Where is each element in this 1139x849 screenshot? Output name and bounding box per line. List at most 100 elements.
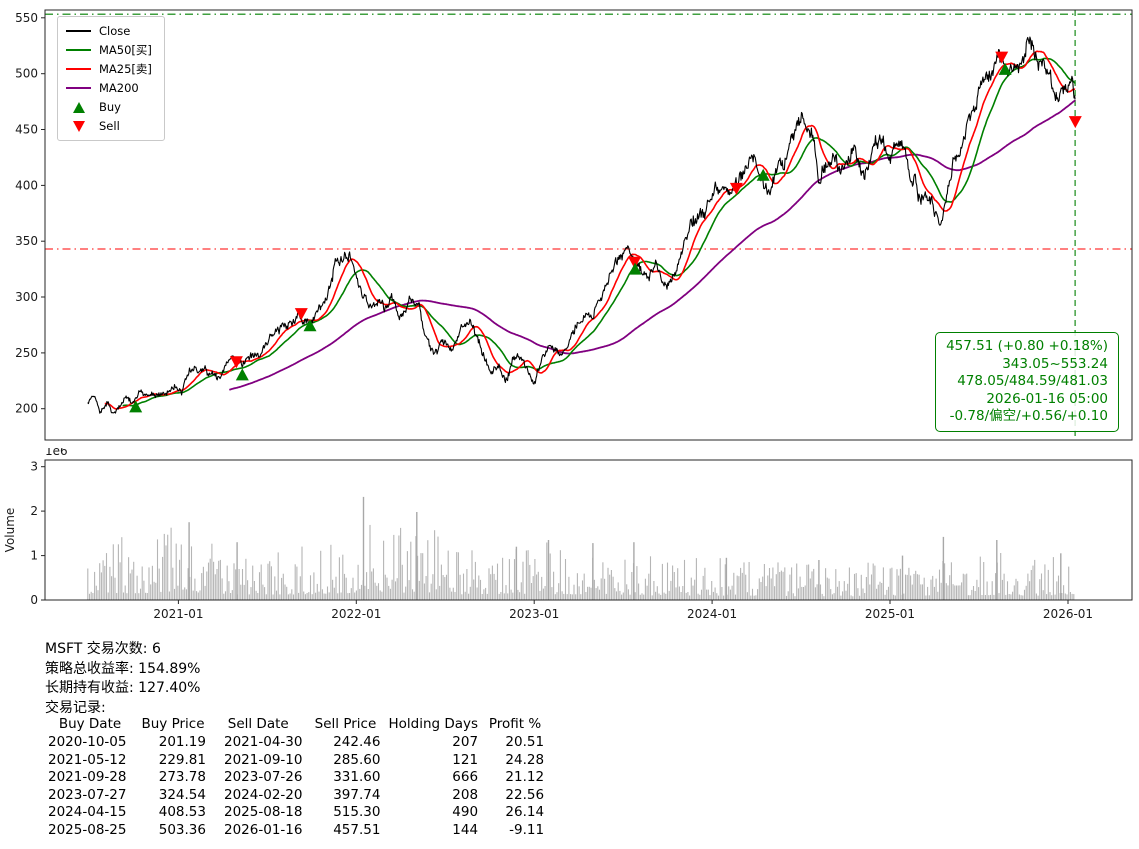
ma25-line xyxy=(104,50,1076,410)
trade-cell: 207 xyxy=(452,734,479,750)
volume-plot-border xyxy=(44,459,1133,601)
legend-item-ma50: MA50[买] xyxy=(66,43,152,57)
trade-cell: 2025-08-25 xyxy=(48,821,127,838)
trades-table: Buy Date Buy Price Sell Date Sell Price Hold… xyxy=(44,716,548,840)
legend-label: Buy xyxy=(99,100,121,114)
trade-cell: 208 xyxy=(452,786,479,803)
buy-marker xyxy=(998,62,1012,75)
trades-col-header: Profit % xyxy=(488,716,542,732)
buy-marker xyxy=(235,368,249,381)
trade-cell: 490 xyxy=(452,804,479,821)
sell-marker xyxy=(1068,116,1082,129)
buy-triangle-icon xyxy=(66,101,91,113)
trade-cell: 2021-09-28 xyxy=(48,769,127,786)
trade-cell: 2021-09-10 xyxy=(224,751,303,768)
trade-cell: 285.60 xyxy=(333,751,381,768)
trade-cell: 201.19 xyxy=(158,734,206,750)
annotation-line: -0.78/偏空/+0.56/+0.10 xyxy=(949,408,1108,425)
trade-cell: 397.74 xyxy=(333,786,381,803)
legend-label: MA50[买] xyxy=(99,43,152,57)
close-line xyxy=(87,36,1076,414)
trade-cell: 2021-05-12 xyxy=(48,751,127,768)
legend-label: MA25[卖] xyxy=(99,62,152,76)
legend-line-sample-icon xyxy=(66,30,91,32)
trade-cell: 2024-04-15 xyxy=(48,804,127,821)
legend-line-sample-icon xyxy=(66,49,91,51)
trade-cell: 24.28 xyxy=(505,751,545,768)
legend-label: Close xyxy=(99,24,131,38)
stats-line-hold-return: 长期持有收益: 127.40% xyxy=(45,680,201,696)
stats-line-trades-title: 交易记录: xyxy=(45,699,106,716)
trade-cell: 20.51 xyxy=(505,734,545,750)
strategy-stats: MSFT 交易次数: 6 策略总收益率: 154.89% 长期持有收益: 127… xyxy=(45,640,200,718)
price-chart: 200 250 300 350 400 450 500 550 xyxy=(15,9,1133,441)
volume-y-tick-label: 3 xyxy=(30,460,38,474)
volume-chart: 0 1 2 3 2021-01 2022-01 2023-01 2024-01 2025-01 2… xyxy=(3,448,1133,621)
legend-label: MA200 xyxy=(99,81,139,95)
x-tick-label: 2023-01 xyxy=(509,607,559,621)
trade-cell: 22.56 xyxy=(505,786,545,803)
volume-scale-label: 1e6 xyxy=(45,448,68,458)
trade-cell: 2026-01-16 xyxy=(224,821,303,838)
legend-line-sample-icon xyxy=(66,68,91,70)
annotation-line: 457.51 (+0.80 +0.18%) xyxy=(946,338,1108,354)
legend-line-sample-icon xyxy=(66,87,91,89)
trade-cell: 26.14 xyxy=(505,804,545,821)
x-tick-label: 2021-01 xyxy=(153,607,203,621)
y-tick-label: 200 xyxy=(15,402,38,416)
trade-cell: 229.81 xyxy=(158,751,206,768)
trade-cell: 408.53 xyxy=(158,804,206,821)
trade-cell: 144 xyxy=(452,821,479,838)
annotation-line: 2026-01-16 05:00 xyxy=(986,390,1108,407)
volume-axis-label: Volume xyxy=(3,508,17,553)
trade-cell: 2024-02-20 xyxy=(224,786,303,803)
trade-row: 2020-10-05 201.19 2021-04-30 242.46 207 20.51 xyxy=(44,734,548,752)
x-tick-label: 2022-01 xyxy=(331,607,381,621)
trade-cell: 324.54 xyxy=(158,786,206,803)
trades-col-header: Sell Price xyxy=(314,716,377,732)
buy-marker xyxy=(303,319,317,332)
trade-cell: 2025-08-18 xyxy=(224,804,303,821)
trade-cell: -9.11 xyxy=(509,821,545,838)
trades-header-row: Buy Date Buy Price Sell Date Sell Price Hold… xyxy=(44,716,548,734)
sell-marker xyxy=(294,308,308,321)
sell-marker xyxy=(628,256,642,269)
buy-marker xyxy=(628,262,642,275)
trades-col-header: Buy Price xyxy=(141,716,205,732)
trade-cell: 2020-10-05 xyxy=(48,734,127,750)
trade-cell: 242.46 xyxy=(333,734,381,750)
x-tick-label: 2024-01 xyxy=(687,607,737,621)
trades-col-header: Buy Date xyxy=(58,716,122,732)
chart-legend: Close MA50[买] MA25[卖] MA200 Buy Sell xyxy=(57,16,165,141)
sell-marker xyxy=(229,356,243,369)
trade-cell: 121 xyxy=(452,751,479,768)
trade-cell: 457.51 xyxy=(333,821,381,838)
x-tick-label: 2026-01 xyxy=(1043,607,1093,621)
volume-y-tick-label: 0 xyxy=(30,593,38,607)
trade-row: 2021-05-12 229.81 2021-09-10 285.60 121 24.28 xyxy=(44,752,548,770)
stats-line-strategy-return: 策略总收益率: 154.89% xyxy=(45,660,201,677)
price-plot-border xyxy=(44,9,1133,441)
legend-item-ma25: MA25[卖] xyxy=(66,62,152,76)
trade-row: 2024-04-15 408.53 2025-08-18 515.30 490 26.14 xyxy=(44,804,548,822)
price-annotation-box: 457.51 (+0.80 +0.18%) 343.05~553.24 478.05… xyxy=(935,332,1119,432)
trade-cell: 2023-07-26 xyxy=(224,769,303,786)
y-tick-label: 450 xyxy=(15,123,38,137)
volume-y-tick-label: 1 xyxy=(30,549,38,563)
trade-cell: 2021-04-30 xyxy=(224,734,303,750)
ma200-line xyxy=(229,99,1076,391)
trade-cell: 515.30 xyxy=(333,804,381,821)
y-tick-label: 250 xyxy=(15,346,38,360)
annotation-line: 478.05/484.59/481.03 xyxy=(957,373,1108,390)
trade-row: 2023-07-27 324.54 2024-02-20 397.74 208 22.56 xyxy=(44,787,548,805)
y-tick-label: 300 xyxy=(15,290,38,304)
sell-marker xyxy=(729,182,743,195)
buy-marker xyxy=(756,168,770,181)
trade-cell: 503.36 xyxy=(158,821,206,838)
buy-marker xyxy=(129,400,143,413)
legend-item-buy: Buy xyxy=(66,100,152,114)
ma50-line xyxy=(122,57,1076,407)
y-tick-label: 500 xyxy=(15,67,38,81)
trades-section: Buy Date Buy Price Sell Date Sell Price Hold… xyxy=(44,716,548,840)
